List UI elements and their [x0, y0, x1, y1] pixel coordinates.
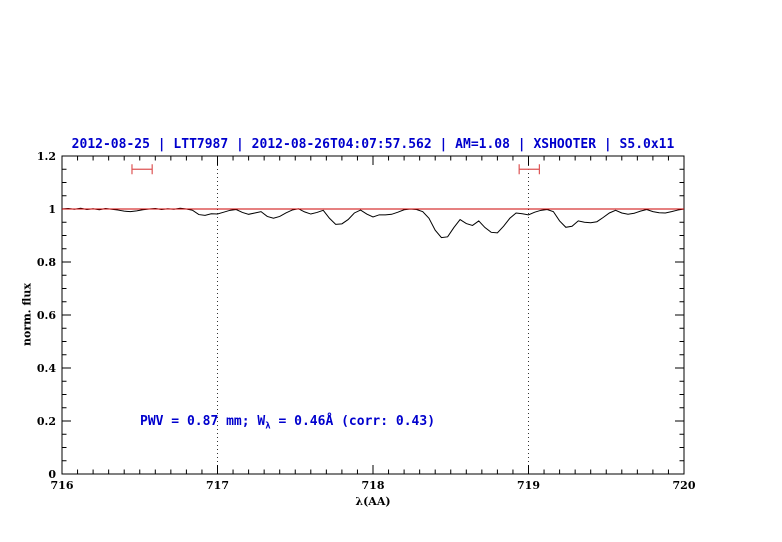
y-tick-label: 0.8 [37, 256, 56, 269]
x-axis-label: λ(AA) [355, 495, 391, 508]
x-tick-label: 719 [517, 479, 540, 492]
y-tick-label: 0.2 [37, 415, 56, 428]
y-axis-label: norm. flux [20, 283, 34, 346]
plot-title: 2012-08-25 | LTT7987 | 2012-08-26T04:07:… [71, 137, 675, 152]
x-tick-label: 716 [51, 479, 74, 492]
pwv-annotation-prefix: PWV = 0.87 mm; W [140, 414, 266, 429]
pwv-annotation: PWV = 0.87 mm; Wλ = 0.46Å (corr: 0.43) [140, 414, 435, 432]
pwv-annotation-lambda-sub: λ [265, 421, 271, 432]
y-tick-label: 0 [48, 468, 56, 481]
y-tick-label: 1.2 [37, 150, 56, 163]
x-tick-label: 718 [362, 479, 385, 492]
y-tick-label: 0.6 [37, 309, 56, 322]
x-tick-label: 717 [206, 479, 229, 492]
x-tick-label: 720 [673, 479, 696, 492]
y-tick-label: 1 [48, 203, 56, 216]
y-tick-label: 0.4 [37, 362, 56, 375]
spectrum-line [61, 207, 685, 239]
pwv-annotation-suffix: = 0.46Å (corr: 0.43) [270, 414, 436, 429]
